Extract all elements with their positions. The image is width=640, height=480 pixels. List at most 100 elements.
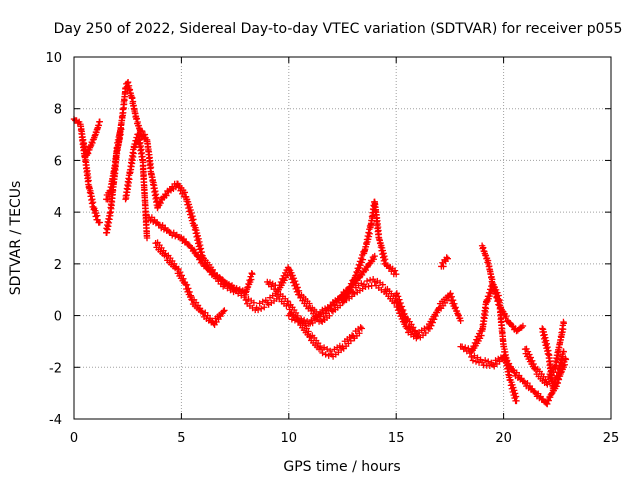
y-tick-label: 2 [54,258,62,273]
data-point [347,337,355,345]
data-point [560,348,567,355]
data-point [172,233,179,240]
data-point [105,223,112,230]
data-point [381,253,388,260]
data-point [249,271,256,278]
data-point [129,94,136,102]
data-point [163,192,170,199]
data-point [488,276,496,283]
data-point [325,352,332,359]
data-point [289,272,296,279]
x-tick-label: 10 [281,431,298,446]
data-point [155,221,162,228]
data-point [358,259,365,266]
series-track-r [521,318,567,388]
data-point [379,281,386,288]
data-point [357,324,364,331]
data-point [552,380,560,387]
data-point [290,275,298,282]
data-point [472,358,480,365]
series-track-e [122,130,151,242]
x-tick-label: 25 [603,431,620,446]
data-point [180,275,187,282]
data-point [85,177,92,184]
series-track-m [393,290,464,341]
data-point [380,250,387,257]
data-point [195,235,202,242]
data-point [261,304,268,311]
data-point [130,150,137,157]
data-point [371,252,378,260]
x-tick-label: 20 [495,431,512,446]
data-point [316,342,324,350]
data-point [104,226,111,233]
data-point [430,316,438,323]
data-point [428,322,435,329]
data-point [288,316,296,323]
data-point [198,248,205,256]
data-point [485,358,492,365]
data-point [526,351,533,358]
data-point [505,360,513,367]
data-point [527,354,535,361]
data-point [293,281,300,288]
data-point [183,281,191,289]
data-point [358,271,366,279]
series-track-g [145,214,256,297]
data-point [457,317,464,324]
y-tick-label: 8 [54,103,62,118]
data-point [561,361,569,368]
data-point [197,245,205,252]
y-tick-label: 10 [45,51,62,66]
data-point [358,325,366,332]
data-point [359,256,367,263]
data-point [138,127,146,135]
data-point [327,347,334,355]
data-point [560,320,567,327]
data-point [447,290,454,297]
data-point [396,296,403,303]
data-point [166,228,173,236]
data-point [481,357,489,364]
data-point [282,274,290,281]
y-tick-label: -2 [49,361,62,376]
series-track-n [438,254,451,270]
data-point [462,344,469,351]
y-tick-label: 6 [54,154,62,169]
series-track-s [539,325,567,392]
data-point [96,118,103,125]
data-series [70,78,570,408]
data-point [317,317,325,324]
data-point [116,134,124,142]
data-point [365,233,373,240]
data-point [545,397,552,404]
y-axis-label: SDTVAR / TECUs [8,181,24,296]
data-point [115,141,122,148]
data-point [188,209,195,217]
data-point [221,307,228,314]
series-track-h [152,239,228,328]
data-point [114,144,121,151]
data-point [393,271,400,278]
x-tick-label: 5 [177,431,185,446]
data-point [362,266,369,274]
data-point [220,308,227,315]
data-point [291,277,299,285]
data-point [322,351,329,358]
data-point [559,326,567,333]
series-track-d [103,125,125,237]
series-track-p [478,242,527,335]
data-point [482,305,490,312]
data-point [210,320,217,327]
series-track-l [285,252,378,328]
data-point [370,256,378,263]
data-point [555,369,563,377]
data-point [190,216,197,223]
data-point [544,400,551,408]
data-point [186,203,193,211]
data-point [529,357,536,364]
data-point [513,397,520,405]
x-tick-label: 0 [70,431,78,446]
data-point [196,238,203,246]
data-point [448,293,455,300]
